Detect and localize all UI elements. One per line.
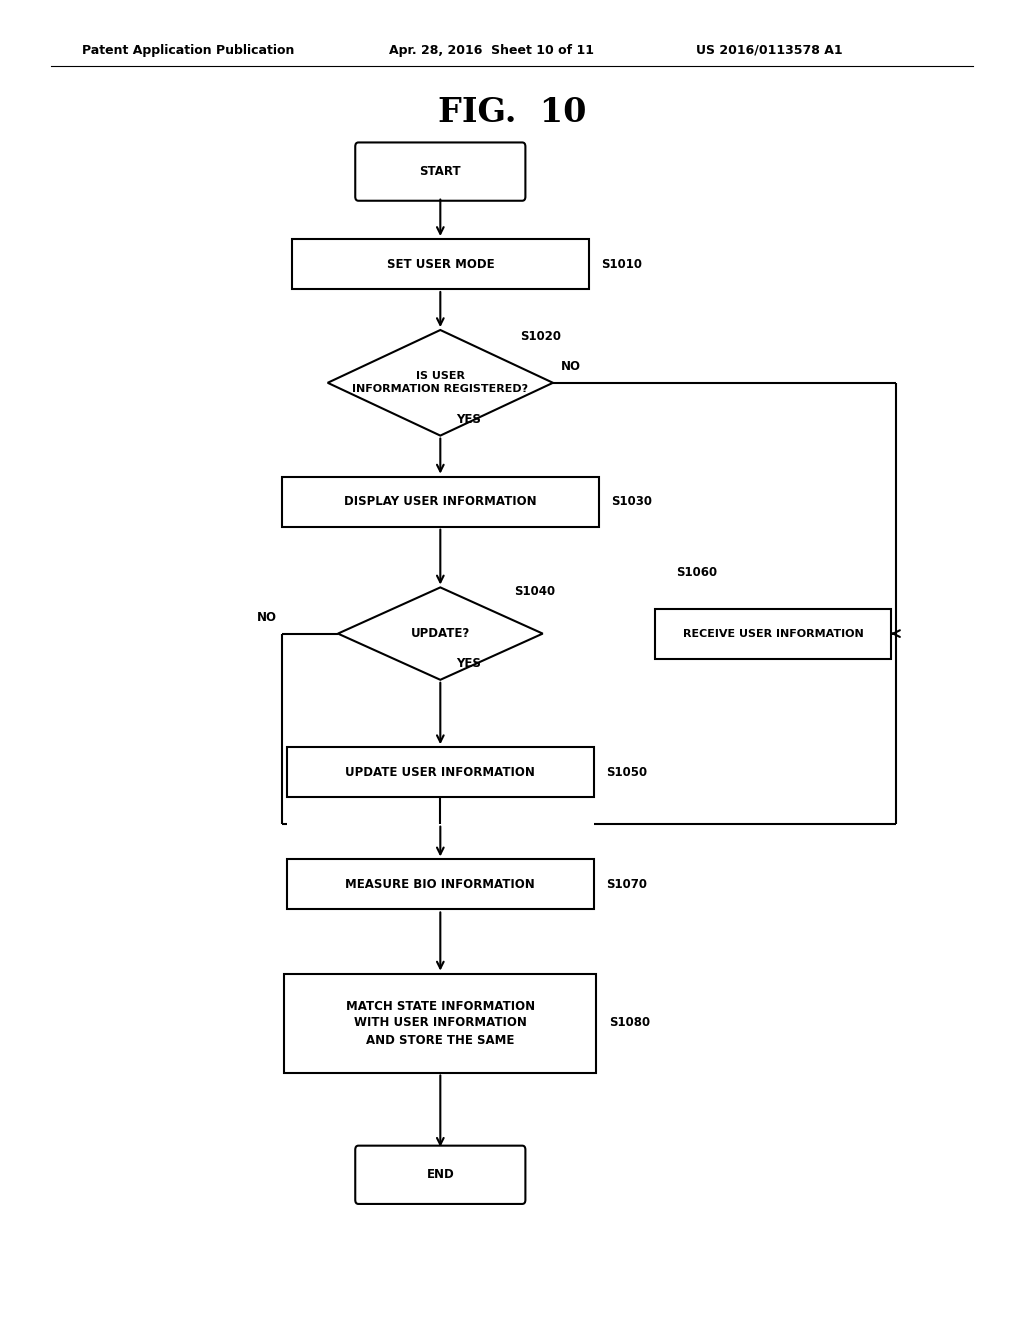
Text: S1010: S1010 [601,257,642,271]
Text: YES: YES [456,413,480,426]
Text: S1060: S1060 [676,566,717,579]
Text: RECEIVE USER INFORMATION: RECEIVE USER INFORMATION [683,628,863,639]
Text: S1070: S1070 [606,878,647,891]
Text: S1040: S1040 [514,585,555,598]
Text: START: START [420,165,461,178]
Bar [287,859,594,909]
Text: YES: YES [456,657,480,671]
Bar [284,974,596,1072]
Text: NO: NO [256,611,276,624]
Text: IS USER
INFORMATION REGISTERED?: IS USER INFORMATION REGISTERED? [352,371,528,395]
Text: Apr. 28, 2016  Sheet 10 of 11: Apr. 28, 2016 Sheet 10 of 11 [389,44,594,57]
FancyBboxPatch shape [355,143,525,201]
Text: DISPLAY USER INFORMATION: DISPLAY USER INFORMATION [344,495,537,508]
Bar [292,239,589,289]
Text: MEASURE BIO INFORMATION: MEASURE BIO INFORMATION [345,878,536,891]
Text: UPDATE?: UPDATE? [411,627,470,640]
Bar [655,609,891,659]
Text: UPDATE USER INFORMATION: UPDATE USER INFORMATION [345,766,536,779]
Text: S1020: S1020 [520,330,561,343]
Polygon shape [338,587,543,680]
Text: S1050: S1050 [606,766,647,779]
Bar [282,477,599,527]
Text: S1080: S1080 [608,1016,650,1030]
Bar [287,747,594,797]
Text: SET USER MODE: SET USER MODE [386,257,495,271]
Text: Patent Application Publication: Patent Application Publication [82,44,294,57]
Text: S1030: S1030 [611,495,652,508]
FancyBboxPatch shape [355,1146,525,1204]
Text: FIG.  10: FIG. 10 [437,96,587,129]
Text: END: END [426,1168,455,1181]
Text: MATCH STATE INFORMATION
WITH USER INFORMATION
AND STORE THE SAME: MATCH STATE INFORMATION WITH USER INFORM… [346,999,535,1047]
Text: US 2016/0113578 A1: US 2016/0113578 A1 [696,44,843,57]
Text: NO: NO [561,360,582,374]
Polygon shape [328,330,553,436]
